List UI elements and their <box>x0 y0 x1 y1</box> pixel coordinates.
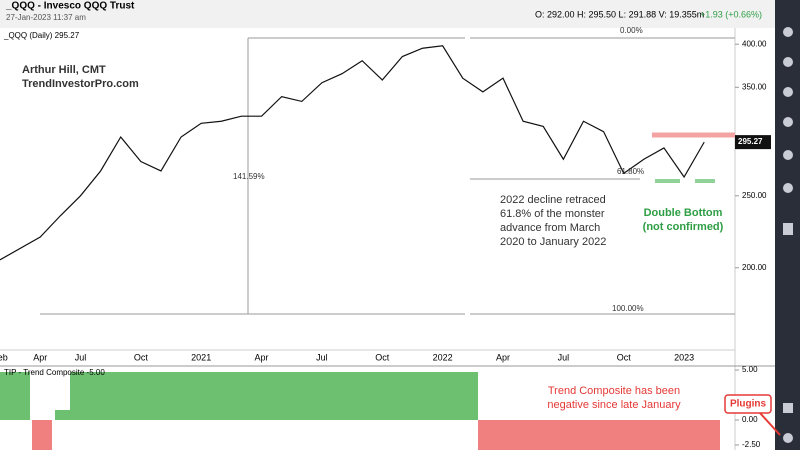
annotation: 141.59% <box>233 172 265 181</box>
last-price-label: 295.27 <box>738 137 763 146</box>
note: negative since late January <box>547 399 681 411</box>
annotation: TrendInvestorPro.com <box>22 78 139 90</box>
y-tick-label: 350.00 <box>742 82 767 91</box>
annotation: Arthur Hill, CMT <box>22 64 106 76</box>
quote: O: 292.00 H: 295.50 L: 291.88 V: 19.355m <box>535 9 704 19</box>
fib-lines <box>40 37 735 315</box>
x-tick-label: 2022 <box>433 352 453 362</box>
annotation: advance from March <box>500 222 600 234</box>
y-tick-label: -2.50 <box>742 440 761 449</box>
legend: _QQQ (Daily) 295.27 <box>3 31 80 40</box>
y-tick-label: 250.00 <box>742 191 767 200</box>
callout-box <box>724 394 772 414</box>
y-tick-label: 0.00 <box>742 415 758 424</box>
annotation: 2020 to January 2022 <box>500 236 606 248</box>
indicator-bar <box>70 372 478 420</box>
x-tick-label: Apr <box>255 352 269 362</box>
icon[interactable] <box>783 183 793 193</box>
icon[interactable] <box>783 223 793 235</box>
icon[interactable] <box>783 57 793 67</box>
y-tick-label: 5.00 <box>742 365 758 374</box>
x-tick-label: Apr <box>496 352 510 362</box>
timestamp: 27-Jan-2023 11:37 am <box>6 13 86 22</box>
note: Trend Composite has been <box>548 385 680 397</box>
callout: Plugins <box>730 399 767 410</box>
x-tick-label: Oct <box>617 352 632 362</box>
x-tick-label: Jul <box>316 352 328 362</box>
indicator-bar <box>32 420 52 450</box>
icon[interactable] <box>783 150 793 160</box>
annotation: (not confirmed) <box>643 221 724 233</box>
price-line <box>0 45 705 261</box>
callout-arrow <box>759 412 781 436</box>
annotation: Double Bottom <box>644 207 723 219</box>
x-tick-label: Apr <box>33 352 47 362</box>
x-tick-label: Oct <box>134 352 149 362</box>
icon[interactable] <box>783 87 793 97</box>
y-tick-label: 400.00 <box>742 39 767 48</box>
y-tick-label: 200.00 <box>742 263 767 272</box>
icon[interactable] <box>783 433 793 443</box>
x-tick-label: 2023 <box>674 352 694 362</box>
last-price-box <box>735 135 771 150</box>
symbol: _QQQ - Invesco QQQ Trust <box>5 1 135 12</box>
change: +1.93 (+0.66%) <box>700 9 762 19</box>
annotation: 2022 decline retraced <box>500 194 606 206</box>
x-tick-label: Feb <box>0 352 8 362</box>
x-tick-label: Oct <box>375 352 390 362</box>
x-tick-label: Jul <box>558 352 570 362</box>
header-bar <box>0 0 775 28</box>
indicator-bar <box>0 372 30 420</box>
icon[interactable] <box>783 117 793 127</box>
x-tick-label: 2021 <box>191 352 211 362</box>
indicator-bar <box>55 410 70 420</box>
icon[interactable] <box>783 27 793 37</box>
annotation: 100.00% <box>612 304 644 313</box>
sidebar-icons <box>783 27 793 443</box>
indicator-bar <box>478 420 720 450</box>
x-tick-label: Jul <box>75 352 87 362</box>
indicator-title: TIP - Trend Composite -5.00 <box>4 368 105 377</box>
annotation: 61.8% of the monster <box>500 208 605 220</box>
annotation: 61.80% <box>617 167 644 176</box>
annotation: 0.00% <box>620 26 643 35</box>
icon[interactable] <box>783 403 793 413</box>
